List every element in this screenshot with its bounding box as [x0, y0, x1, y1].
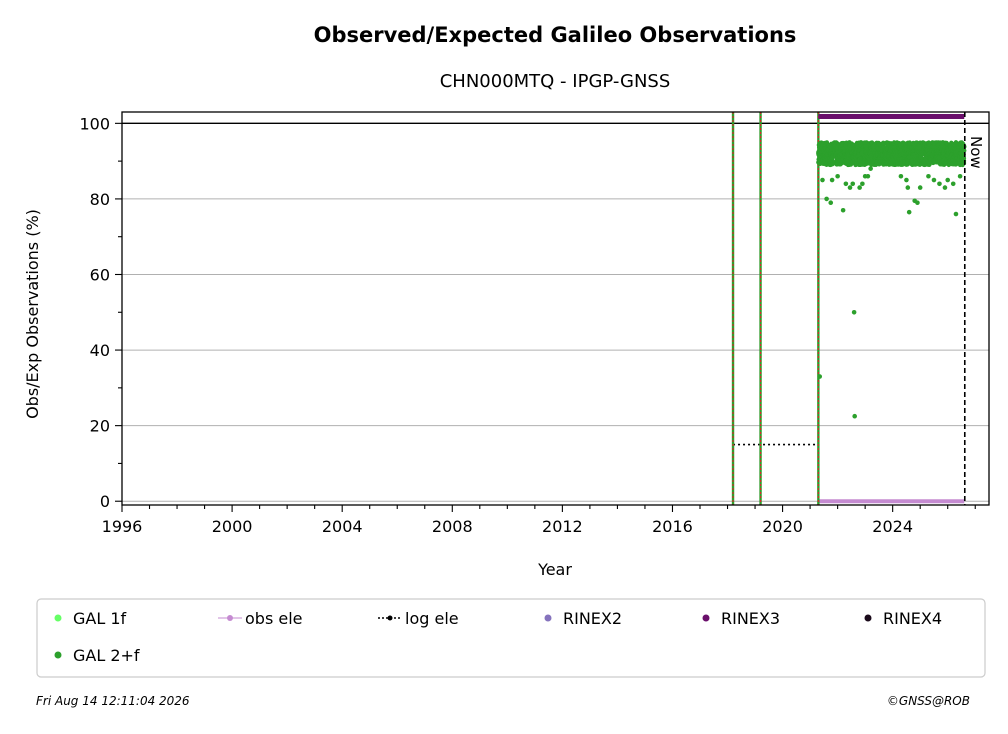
gal-2f-outlier: [942, 185, 948, 190]
log-ele-line: [733, 443, 820, 502]
x-tick-label-2008: 2008: [432, 517, 473, 536]
legend-marker: [54, 614, 62, 622]
y-tick-label-100: 100: [79, 114, 110, 133]
gal-2f-outlier: [851, 309, 857, 315]
gal-2f-outlier: [835, 173, 840, 179]
chart-subtitle: CHN000MTQ - IPGP-GNSS: [440, 71, 671, 92]
legend-item-obs-ele: obs ele: [218, 609, 303, 628]
legend-item-log-ele: log ele: [378, 609, 459, 628]
axes-frame: [121, 111, 990, 506]
y-tick-label-20: 20: [90, 417, 110, 436]
legend-box: [36, 598, 986, 678]
legend-label: obs ele: [245, 609, 303, 628]
gal-2f-outlier: [868, 166, 873, 171]
gal-2f-outlier: [957, 173, 963, 179]
gal-2f-outlier: [865, 173, 871, 179]
y-axis-label: Obs/Exp Observations (%): [23, 209, 42, 419]
gal-2f-outlier: [860, 181, 865, 187]
chart-title: Observed/Expected Galileo Observations: [314, 23, 797, 47]
footer-timestamp: Fri Aug 14 12:11:04 2026: [36, 694, 190, 708]
y-tick-label-0: 0: [100, 492, 110, 511]
gal-2f-outlier: [926, 173, 931, 179]
grid-lines: [122, 122, 989, 502]
x-tick-label-2000: 2000: [212, 517, 253, 536]
axes: 1996 2000 2004 2008 2012 2016 2020 2024 0 20 40 60 8…: [79, 111, 990, 536]
legend-item-rinex3: RINEX3: [702, 609, 780, 628]
gal-2f-outlier: [898, 173, 904, 179]
legend-marker: [227, 615, 233, 621]
legend-item-gal-2-f: GAL 2+f: [54, 646, 140, 665]
legend-item-rinex4: RINEX4: [864, 609, 942, 628]
gal-2f-outlier: [843, 181, 849, 187]
gal-2f-outlier: [820, 177, 825, 183]
gal-2f-outlier: [945, 177, 951, 183]
x-tick-label-2020: 2020: [762, 517, 803, 536]
gal-2f-point: [961, 156, 967, 161]
gal-2f-outlier: [931, 177, 937, 183]
legend-item-gal-1f: GAL 1f: [54, 609, 127, 628]
gal-2f-outlier: [917, 185, 923, 190]
gal-2f-outlier: [905, 185, 911, 190]
legend-marker: [54, 651, 62, 659]
gal-2f-outlier: [840, 207, 846, 213]
plot-area: Now: [122, 112, 989, 505]
gal-2f-outlier: [857, 185, 862, 190]
legend-item-rinex2: RINEX2: [544, 609, 622, 628]
gal-2f-outlier: [850, 181, 856, 187]
legend-label: RINEX4: [883, 609, 942, 628]
legend-label: RINEX2: [563, 609, 622, 628]
gal-2f-outlier: [950, 181, 956, 187]
legend-marker: [702, 614, 710, 622]
x-axis-label: Year: [537, 560, 572, 579]
legend-label: GAL 2+f: [73, 646, 140, 665]
gal-2f-outlier: [937, 181, 942, 187]
gal-2f-outlier: [828, 200, 834, 205]
legend-label: RINEX3: [721, 609, 780, 628]
legend-marker: [544, 614, 552, 622]
x-tick-label-2016: 2016: [652, 517, 693, 536]
x-tick-label-1996: 1996: [102, 517, 143, 536]
legend: GAL 1f obs ele log ele RINEX2 RINEX3 RINEX4 GA…: [36, 598, 986, 678]
gal-2f-outlier: [904, 177, 909, 183]
legend-label: GAL 1f: [73, 609, 127, 628]
gal-2f-outlier: [829, 177, 835, 183]
legend-marker: [864, 614, 872, 622]
y-tick-label-80: 80: [90, 190, 110, 209]
y-tick-label-40: 40: [90, 341, 110, 360]
gal-2f-outlier: [906, 209, 912, 215]
gal-2f-outlier: [915, 200, 920, 205]
legend-label: log ele: [405, 609, 459, 628]
footer-copyright: ©GNSS@ROB: [886, 694, 970, 708]
x-tick-label-2012: 2012: [542, 517, 583, 536]
now-label: Now: [967, 136, 985, 169]
gal-2f-outlier: [847, 185, 853, 190]
gal-2f-outlier: [817, 374, 823, 379]
legend-marker: [387, 615, 393, 621]
gal-2f-outlier: [824, 196, 829, 202]
gal-2f-point: [962, 148, 967, 153]
gal-2f-points: [816, 140, 967, 419]
y-tick-label-60: 60: [90, 265, 110, 284]
gal-2f-outlier: [852, 413, 857, 419]
x-tick-label-2004: 2004: [322, 517, 363, 536]
gal-2f-outlier: [953, 211, 959, 217]
x-tick-label-2024: 2024: [872, 517, 913, 536]
